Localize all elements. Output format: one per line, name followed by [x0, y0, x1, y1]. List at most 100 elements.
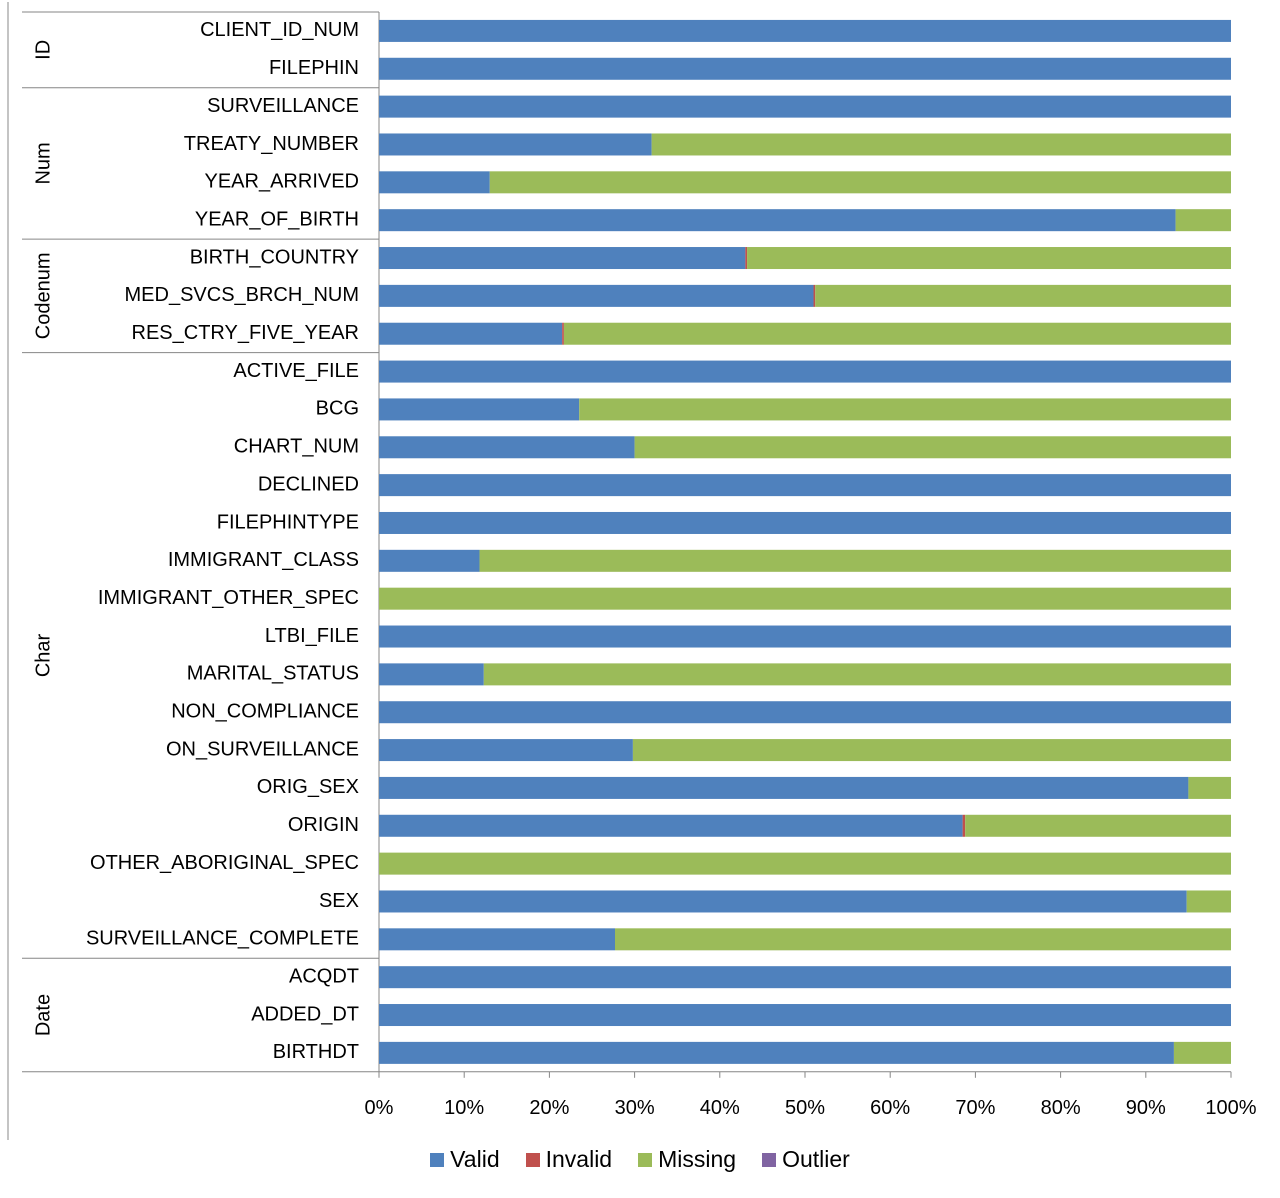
bar-segment-missing	[1186, 890, 1231, 913]
legend-label: Invalid	[545, 1146, 613, 1172]
legend-swatch	[525, 1152, 540, 1167]
bar-segment-missing	[563, 322, 1231, 345]
bar-segment-valid	[379, 284, 814, 307]
category-label: CLIENT_ID_NUM	[200, 19, 359, 41]
category-label: MARITAL_STATUS	[187, 663, 359, 685]
bar-segment-missing	[483, 663, 1231, 686]
category-label: ACQDT	[289, 965, 359, 987]
bar-segment-valid	[379, 95, 1231, 118]
bar-segment-valid	[379, 398, 580, 421]
category-label: FILEPHINTYPE	[217, 511, 359, 533]
bar-segment-missing	[1188, 776, 1231, 799]
bar-segment-valid	[379, 1004, 1231, 1027]
category-label: MED_SVCS_BRCH_NUM	[125, 284, 360, 306]
bar-segment-missing	[489, 171, 1231, 194]
x-tick-label: 80%	[1041, 1097, 1081, 1119]
bar-segment-valid	[379, 625, 1231, 648]
bar-segment-valid	[379, 928, 616, 951]
category-label: FILEPHIN	[269, 57, 359, 79]
category-label: OTHER_ABORIGINAL_SPEC	[90, 852, 359, 874]
bar-segment-invalid	[562, 322, 564, 345]
group-label-char: Char	[32, 633, 54, 677]
bar-segment-valid	[379, 739, 633, 762]
bar-segment-valid	[379, 1041, 1174, 1064]
category-label: BIRTH_COUNTRY	[190, 246, 359, 268]
category-label: SURVEILLANCE	[207, 95, 359, 117]
x-tick-label: 70%	[955, 1097, 995, 1119]
x-tick-label: 30%	[615, 1097, 655, 1119]
category-label: ACTIVE_FILE	[233, 360, 359, 382]
legend-item-outlier: Outlier	[762, 1146, 850, 1173]
bar-segment-missing	[379, 852, 1231, 875]
group-label-date: Date	[32, 994, 54, 1036]
category-label: YEAR_ARRIVED	[205, 171, 360, 193]
category-label: NON_COMPLIANCE	[171, 701, 359, 723]
group-label-id: ID	[32, 40, 54, 60]
bar-segment-missing	[1175, 209, 1231, 232]
bar-segment-valid	[379, 360, 1231, 383]
legend-item-invalid: Invalid	[525, 1146, 613, 1173]
legend-item-valid: Valid	[430, 1146, 500, 1173]
bar-segment-valid	[379, 247, 746, 270]
group-label-num: Num	[32, 142, 54, 184]
bar-segment-missing	[579, 398, 1231, 421]
bar-segment-invalid	[962, 814, 966, 837]
bar-segment-valid	[379, 209, 1176, 232]
bar-segment-valid	[379, 133, 652, 156]
bar-segment-valid	[379, 436, 635, 459]
category-label: ADDED_DT	[251, 1003, 359, 1025]
category-label: IMMIGRANT_OTHER_SPEC	[98, 587, 359, 609]
category-label: RES_CTRY_FIVE_YEAR	[132, 322, 360, 344]
bar-segment-missing	[479, 549, 1231, 572]
group-label-codenum: Codenum	[32, 253, 54, 340]
bar-segment-valid	[379, 814, 963, 837]
bar-segment-missing	[379, 587, 1231, 610]
category-label: ORIG_SEX	[257, 776, 359, 798]
bar-segment-missing	[615, 928, 1231, 951]
category-label: DECLINED	[258, 473, 359, 495]
bar-segment-valid	[379, 663, 484, 686]
bar-segment-valid	[379, 57, 1231, 80]
bar-segment-missing	[632, 739, 1231, 762]
category-label: IMMIGRANT_CLASS	[168, 549, 359, 571]
category-label: ORIGIN	[288, 814, 359, 836]
bar-segment-valid	[379, 701, 1231, 724]
category-label: CHART_NUM	[234, 436, 359, 458]
x-tick-label: 100%	[1205, 1097, 1256, 1119]
bar-segment-missing	[965, 814, 1231, 837]
legend-swatch	[430, 1152, 445, 1167]
x-tick-label: 50%	[785, 1097, 825, 1119]
bar-segment-valid	[379, 322, 563, 345]
legend: Valid Invalid Missing Outlier	[0, 1146, 1280, 1173]
category-label: ON_SURVEILLANCE	[166, 738, 359, 760]
x-tick-label: 10%	[444, 1097, 484, 1119]
legend-label: Missing	[658, 1146, 737, 1172]
category-label: YEAR_OF_BIRTH	[195, 208, 359, 230]
legend-label: Outlier	[782, 1146, 850, 1172]
bar-segment-valid	[379, 890, 1187, 913]
bar-segment-valid	[379, 966, 1231, 989]
bar-segment-valid	[379, 511, 1231, 534]
category-label: BIRTHDT	[273, 1041, 359, 1063]
bar-segment-valid	[379, 776, 1189, 799]
bar-segment-invalid	[813, 284, 816, 307]
category-label: LTBI_FILE	[265, 625, 359, 647]
bar-segment-missing	[815, 284, 1231, 307]
bar-segment-valid	[379, 549, 480, 572]
legend-swatch	[638, 1152, 653, 1167]
x-tick-label: 40%	[700, 1097, 740, 1119]
legend-item-missing: Missing	[638, 1146, 736, 1173]
x-tick-label: 20%	[529, 1097, 569, 1119]
bar-segment-missing	[747, 247, 1231, 270]
plot-area: ID Num Codenum Char Date CLIENT_ID_NUM FILEPHI…	[7, 2, 1257, 1140]
x-tick-label: 90%	[1126, 1097, 1166, 1119]
legend-label: Valid	[450, 1146, 500, 1172]
bar-segment-missing	[1173, 1041, 1231, 1064]
category-label: TREATY_NUMBER	[184, 133, 359, 155]
category-label: SEX	[319, 890, 359, 912]
bar-segment-missing	[651, 133, 1231, 156]
bar-segment-valid	[379, 171, 490, 194]
stacked-bar-chart: ID Num Codenum Char Date CLIENT_ID_NUM FILEPHI…	[7, 2, 1257, 1140]
category-label: SURVEILLANCE_COMPLETE	[86, 928, 359, 950]
category-label: BCG	[316, 398, 359, 420]
